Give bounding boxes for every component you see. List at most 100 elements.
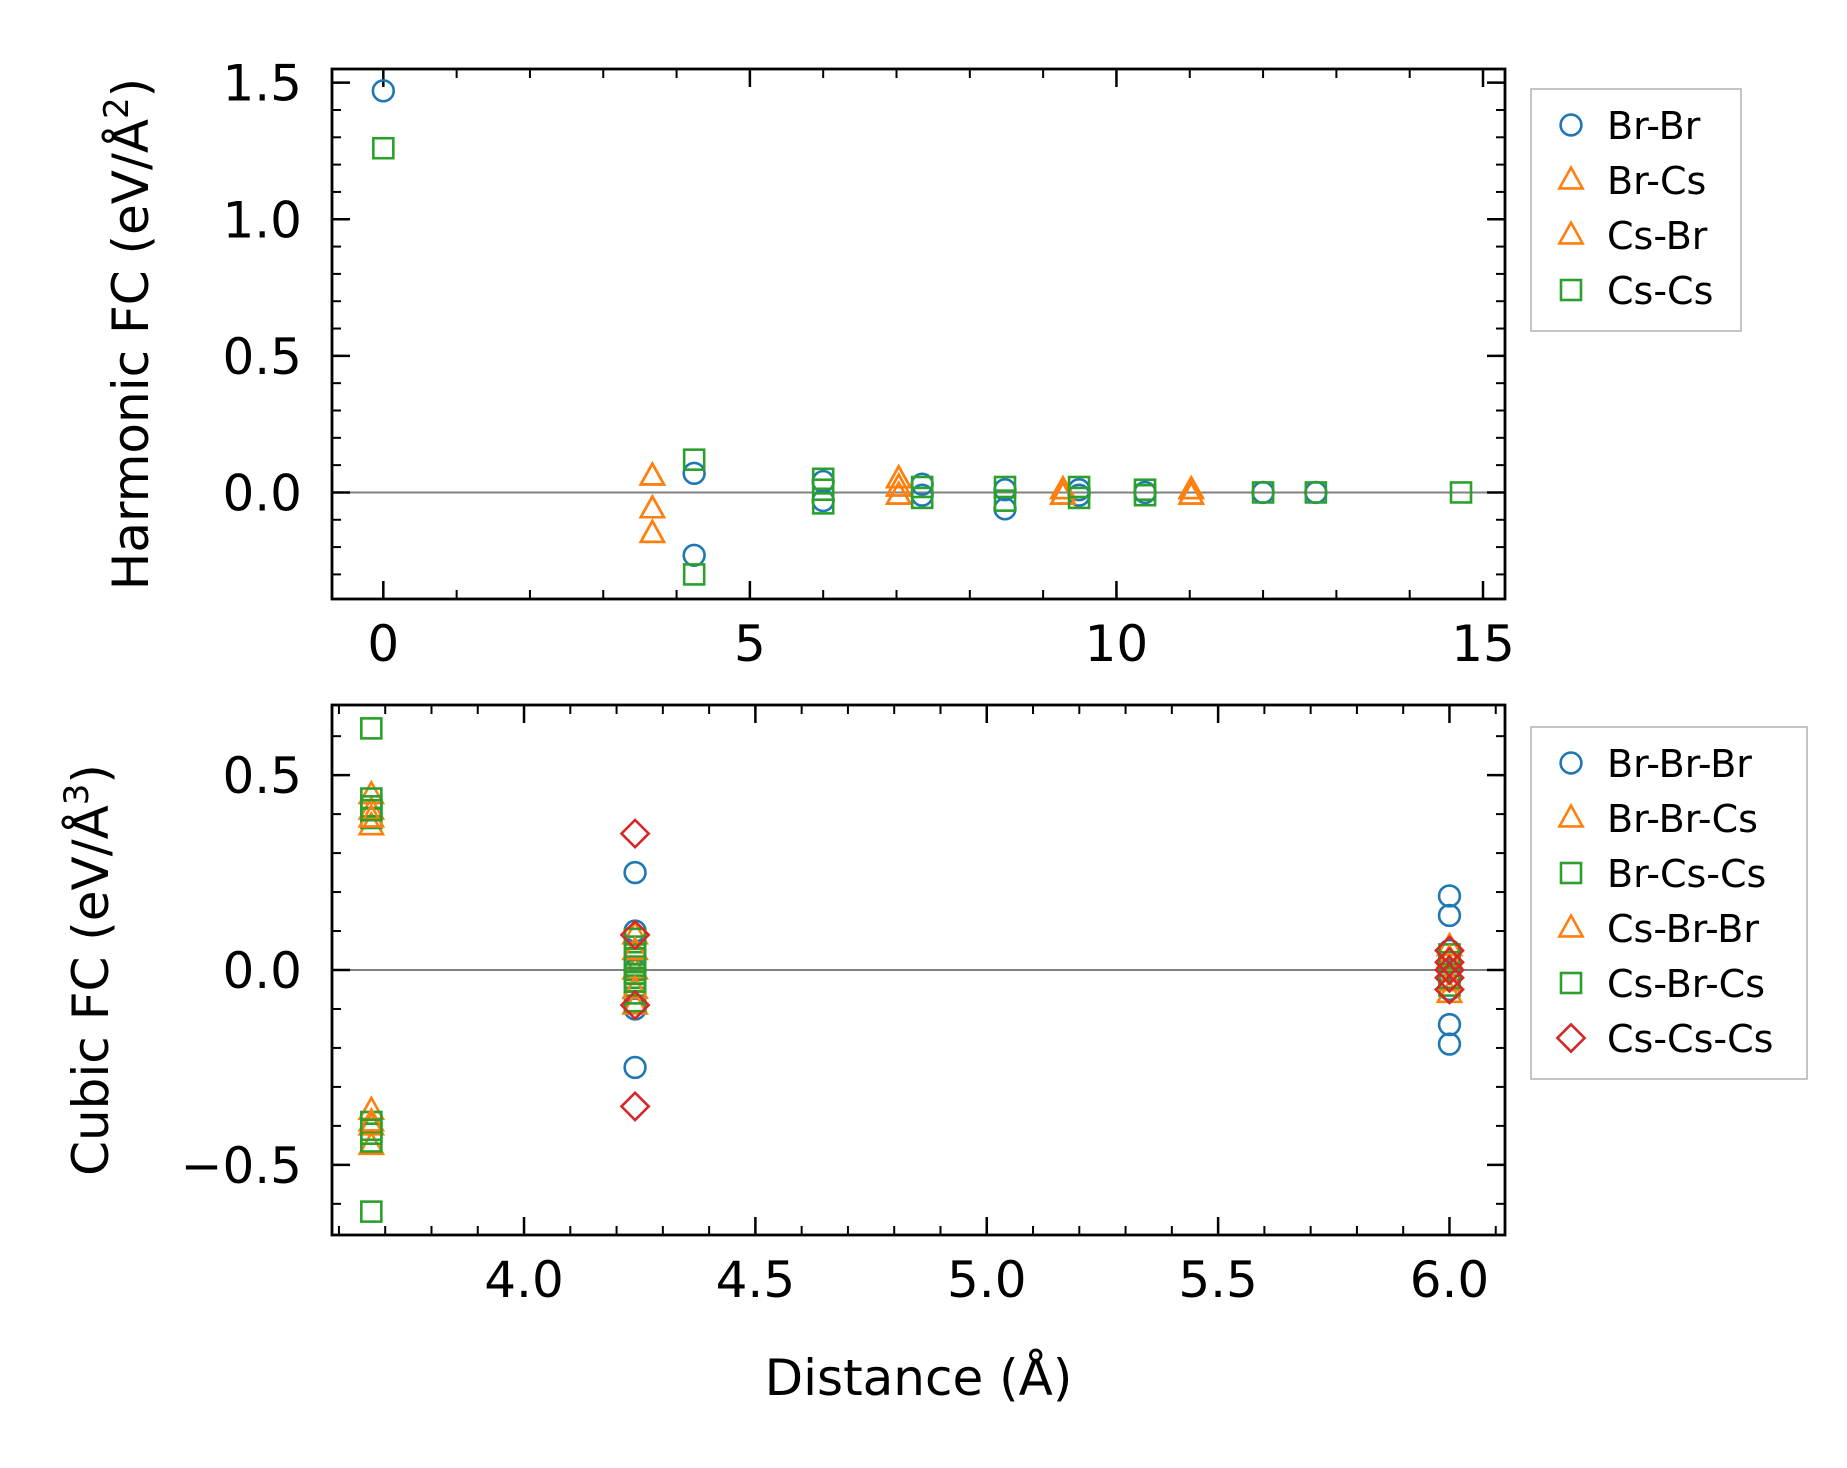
data-point	[1449, 481, 1473, 504]
legend-entry: Cs-Br-Br	[1607, 907, 1759, 951]
data-point	[1437, 903, 1462, 928]
y-axis-label-exponent: 2	[97, 97, 137, 119]
data-point	[811, 478, 835, 502]
y-axis-label-close: )	[102, 78, 160, 98]
data-point	[623, 997, 647, 1021]
data-point	[884, 471, 913, 497]
data-point	[910, 486, 934, 510]
legend-marker	[1559, 751, 1583, 775]
series-cs-br	[638, 460, 1206, 544]
legend-marker	[1559, 278, 1583, 302]
data-point	[360, 1200, 383, 1223]
data-point	[621, 974, 649, 1000]
data-point	[638, 518, 667, 544]
x-tick-label: 5	[734, 615, 766, 673]
y-axis-label-exponent: 3	[57, 784, 97, 806]
legend-marker	[1559, 113, 1583, 137]
harmonic-fc-panel: 0 5 10 15 0.0 0.5 1.0 1.5 Harmonic FC (eV/Å2) Br-…	[97, 55, 1742, 673]
data-points	[357, 717, 1465, 1223]
data-point	[811, 492, 835, 515]
y-axis-label-text: Cubic FC (eV/Å	[62, 805, 120, 1176]
legend-marker	[1555, 1022, 1587, 1054]
data-point	[1434, 962, 1465, 994]
data-point	[1304, 481, 1328, 504]
data-point	[619, 1090, 651, 1122]
legend-marker	[1557, 164, 1585, 190]
data-point	[1067, 486, 1091, 510]
y-tick-label: 0.5	[222, 747, 302, 805]
data-point	[993, 497, 1017, 521]
x-tick-label: 4.5	[716, 1251, 796, 1309]
legend-entry: Cs-Br	[1607, 214, 1708, 258]
data-point	[884, 463, 913, 489]
y-axis-label-text: Harmonic FC (eV/Å	[102, 119, 160, 590]
x-tick-label: 0	[367, 615, 399, 673]
x-tick-label: 4.0	[484, 1251, 564, 1309]
y-tick-label: 1.0	[222, 191, 302, 249]
data-point	[1133, 483, 1157, 507]
data-point	[884, 480, 913, 505]
legend-marker	[1557, 912, 1585, 938]
legend-marker	[1557, 802, 1585, 828]
x-tick-label: 5.5	[1178, 1251, 1258, 1309]
data-point	[682, 543, 706, 567]
legend-entry: Br-Br	[1607, 104, 1701, 148]
legend-box	[1530, 726, 1808, 1080]
data-point	[1434, 974, 1465, 1005]
plot-frame	[330, 67, 1507, 601]
data-point	[993, 489, 1017, 512]
data-point	[1177, 474, 1206, 500]
legend-entry: Br-Br-Br	[1607, 742, 1752, 786]
data-point	[1437, 1032, 1462, 1056]
data-point	[682, 448, 706, 471]
data-point	[1251, 481, 1275, 504]
data-point	[623, 1055, 647, 1080]
y-tick-label: 0.0	[222, 464, 302, 522]
legend: Br-Br Br-Cs Cs-Br Cs-Cs	[1530, 88, 1742, 332]
data-point	[1437, 884, 1462, 908]
data-point	[638, 493, 667, 519]
x-tick-label: 10	[1085, 615, 1149, 673]
data-point	[1438, 950, 1461, 974]
legend-marker	[1557, 219, 1585, 245]
legend-marker	[1559, 861, 1583, 885]
data-point	[623, 860, 647, 885]
y-tick-label: −0.5	[181, 1137, 302, 1195]
series-cs-cs	[372, 136, 1473, 586]
data-point	[619, 989, 651, 1021]
data-point	[357, 810, 386, 836]
legend: Br-Br-Br Br-Br-Cs Br-Cs-Cs Cs-Br-Br Cs-Br-Cs…	[1530, 726, 1808, 1080]
data-point	[638, 518, 667, 544]
legend-entry: Br-Br-Cs	[1607, 797, 1758, 841]
x-axis-label: Distance (Å)	[765, 1349, 1073, 1407]
series-cs-br-br	[357, 802, 1464, 1132]
y-axis-label: Harmonic FC (eV/Å2)	[97, 78, 160, 590]
y-axis-label-close: )	[62, 764, 120, 784]
data-point	[360, 717, 383, 740]
x-tick-label: 6.0	[1410, 1251, 1490, 1309]
data-point	[357, 802, 386, 828]
series-br-br-cs	[357, 779, 1464, 1156]
data-point	[619, 919, 651, 951]
y-tick-label: 1.5	[222, 55, 302, 113]
plot-frame	[330, 703, 1507, 1237]
data-point	[638, 493, 667, 519]
data-point	[360, 798, 383, 822]
x-tick-label: 15	[1451, 615, 1515, 673]
y-axis-label: Cubic FC (eV/Å3)	[57, 764, 120, 1176]
data-point	[993, 475, 1017, 499]
data-point	[638, 460, 667, 486]
data-point	[1177, 480, 1206, 505]
legend-entry: Cs-Cs-Cs	[1607, 1017, 1773, 1061]
legend-box	[1530, 88, 1742, 332]
legend-entry: Cs-Cs	[1607, 269, 1713, 313]
data-points	[371, 79, 1473, 586]
data-point	[682, 461, 706, 486]
data-point	[360, 1118, 383, 1142]
data-point	[372, 136, 395, 160]
data-point	[371, 79, 396, 103]
legend-entry: Br-Cs-Cs	[1607, 852, 1766, 896]
legend-marker	[1559, 971, 1583, 995]
data-point	[1438, 966, 1461, 990]
